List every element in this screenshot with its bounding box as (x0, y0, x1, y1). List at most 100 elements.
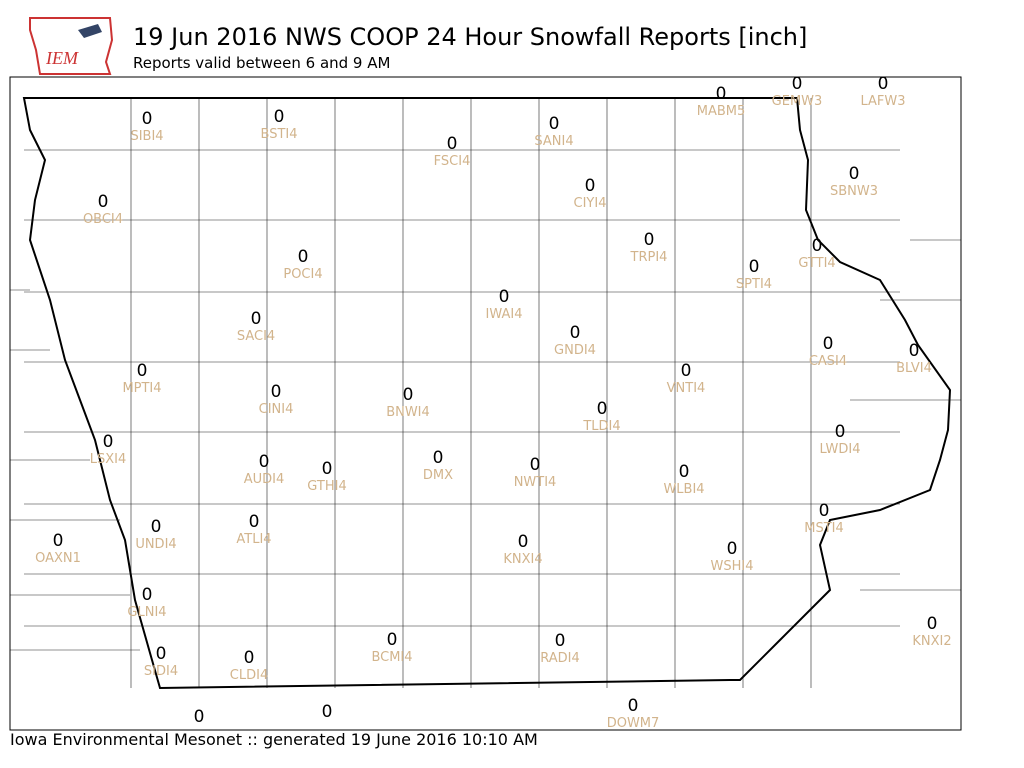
station-id: CIYI4 (574, 196, 607, 211)
station-value: 0 (549, 114, 560, 134)
station-value: 0 (271, 382, 282, 402)
station-value: 0 (387, 630, 398, 650)
station-value: 0 (530, 455, 541, 475)
station-value: 0 (142, 585, 153, 605)
station-id: POCI4 (283, 267, 322, 282)
station-value: 0 (322, 702, 333, 722)
station-value: 0 (628, 696, 639, 716)
station-value: 0 (403, 385, 414, 405)
station-value: 0 (259, 452, 270, 472)
station-value: 0 (274, 107, 285, 127)
station-id: BLVI4 (896, 361, 932, 376)
station-value: 0 (98, 192, 109, 212)
station-value: 0 (644, 230, 655, 250)
station-value: 0 (518, 532, 529, 552)
station-id: SANI4 (534, 134, 573, 149)
station-id: CASI4 (809, 354, 847, 369)
station-id: GNDI4 (554, 343, 596, 358)
station-id: LSXI4 (90, 452, 127, 467)
station-value: 0 (244, 648, 255, 668)
iowa-border (22, 97, 952, 690)
station-id: SIDI4 (144, 664, 178, 679)
subtitle: Reports valid between 6 and 9 AM (133, 54, 390, 72)
station-value: 0 (103, 432, 114, 452)
station-value: 0 (597, 399, 608, 419)
station-id: GLNI4 (127, 605, 166, 620)
station-value: 0 (819, 501, 830, 521)
station-id: BNWI4 (386, 405, 430, 420)
station-id: GEMW3 (772, 94, 823, 109)
station-id: CLDI4 (230, 668, 268, 683)
station-value: 0 (137, 361, 148, 381)
station-id: OBCI4 (83, 212, 123, 227)
station-value: 0 (909, 341, 920, 361)
station-id: IWAI4 (486, 307, 523, 322)
station-value: 0 (151, 517, 162, 537)
station-value: 0 (927, 614, 938, 634)
station-id: WLBI4 (663, 482, 704, 497)
station-value: 0 (194, 707, 205, 727)
station-id: KNXI4 (503, 552, 542, 567)
station-id: MABM5 (697, 104, 746, 119)
station-value: 0 (251, 309, 262, 329)
station-value: 0 (681, 361, 692, 381)
station-value: 0 (823, 334, 834, 354)
station-id: SBNW3 (830, 184, 878, 199)
station-id: BSTI4 (261, 127, 298, 142)
station-value: 0 (570, 323, 581, 343)
station-id: AUDI4 (244, 472, 285, 487)
station-id: ATLI4 (236, 532, 271, 547)
logo-text: IEM (45, 48, 79, 68)
station-id: MPTI4 (122, 381, 161, 396)
station-id: KNXI2 (912, 634, 951, 649)
station-id: TRPI4 (630, 250, 668, 265)
title: 19 Jun 2016 NWS COOP 24 Hour Snowfall Re… (133, 23, 807, 51)
station-value: 0 (727, 539, 738, 559)
map-frame (9, 76, 962, 731)
station-value: 0 (835, 422, 846, 442)
station-value: 0 (878, 74, 889, 94)
footer: Iowa Environmental Mesonet :: generated … (10, 730, 538, 749)
county-lines (24, 98, 900, 688)
station-value: 0 (249, 512, 260, 532)
map (10, 77, 961, 730)
station-id: SACI4 (237, 329, 275, 344)
station-value: 0 (142, 109, 153, 129)
station-id: FSCI4 (434, 154, 471, 169)
station-id: RADI4 (540, 651, 580, 666)
station-value: 0 (499, 287, 510, 307)
station-id: GTHI4 (307, 479, 346, 494)
station-id: MSTI4 (804, 521, 844, 536)
station-value: 0 (749, 257, 760, 277)
station-id: SPTI4 (736, 277, 772, 292)
station-id: UNDI4 (135, 537, 176, 552)
station-value: 0 (792, 74, 803, 94)
station-id: SIBI4 (130, 129, 163, 144)
station-id: NWTI4 (514, 475, 557, 490)
station-id: LAFW3 (860, 94, 905, 109)
station-value: 0 (298, 247, 309, 267)
station-id: BCMI4 (371, 650, 412, 665)
station-value: 0 (585, 176, 596, 196)
station-value: 0 (849, 164, 860, 184)
station-id: LWDI4 (819, 442, 860, 457)
station-value: 0 (555, 631, 566, 651)
station-value: 0 (447, 134, 458, 154)
station-id: VNTI4 (667, 381, 706, 396)
station-value: 0 (812, 236, 823, 256)
logo: IEM (29, 17, 114, 75)
station-value: 0 (53, 531, 64, 551)
station-id: TLDI4 (582, 419, 620, 434)
station-value: 0 (433, 448, 444, 468)
station-value: 0 (156, 644, 167, 664)
station-value: 0 (322, 459, 333, 479)
station-id: OAXN1 (35, 551, 81, 566)
station-id: CINI4 (259, 402, 294, 417)
station-value: 0 (716, 84, 727, 104)
station-id: WSHI4 (711, 559, 754, 574)
station-id: DOWM7 (607, 716, 660, 731)
station-id: DMX (423, 468, 453, 483)
station-id: GTTI4 (798, 256, 835, 271)
